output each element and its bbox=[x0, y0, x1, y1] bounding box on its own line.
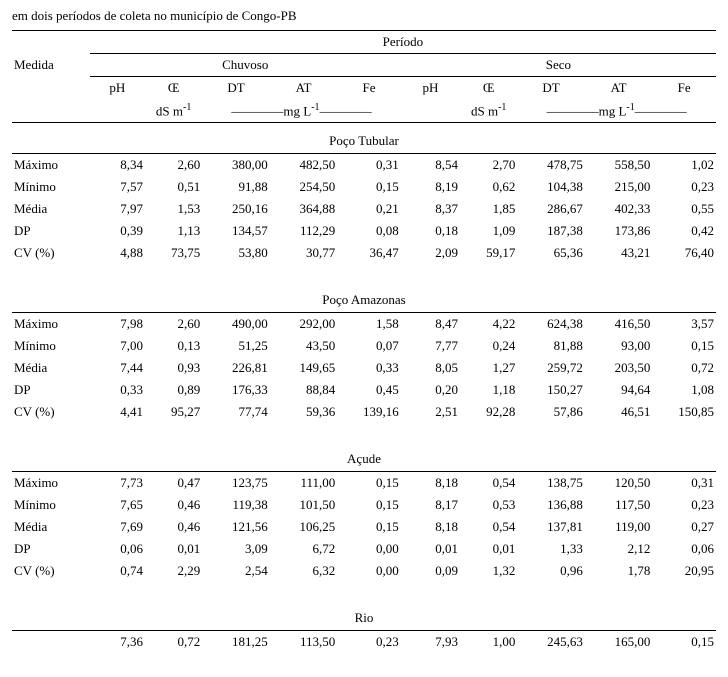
table-row: DP0,060,013,096,720,000,010,011,332,120,… bbox=[12, 538, 716, 560]
section-rio: Rio bbox=[12, 600, 716, 631]
table-row: Máximo7,982,60490,00292,001,588,474,2262… bbox=[12, 313, 716, 336]
unit-mgl: ————mg L-1———— bbox=[202, 99, 400, 123]
table-row: Máximo8,342,60380,00482,500,318,542,7047… bbox=[12, 154, 716, 177]
col-chuvoso: Chuvoso bbox=[90, 54, 401, 77]
col-fe-2: Fe bbox=[652, 77, 716, 100]
col-periodo: Período bbox=[90, 31, 716, 54]
col-seco: Seco bbox=[401, 54, 716, 77]
col-medida: Medida bbox=[12, 31, 90, 100]
section-tubular: Poço Tubular bbox=[12, 123, 716, 154]
table-row: Média7,690,46121,56106,250,158,180,54137… bbox=[12, 516, 716, 538]
unit-dsm: dS m-1 bbox=[145, 99, 202, 123]
col-ph: pH bbox=[90, 77, 145, 100]
table-row: DP0,330,89176,3388,840,450,201,18150,279… bbox=[12, 379, 716, 401]
table-row: CV (%)4,4195,2777,7459,36139,162,5192,28… bbox=[12, 401, 716, 423]
section-acude: Açude bbox=[12, 441, 716, 472]
table-row: Máximo7,730,47123,75111,000,158,180,5413… bbox=[12, 472, 716, 495]
data-table: Medida Período Chuvoso Seco pH Œ DT AT F… bbox=[12, 30, 716, 653]
table-caption: em dois períodos de coleta no município … bbox=[12, 8, 716, 24]
unit-mgl-2: ————mg L-1———— bbox=[517, 99, 716, 123]
table-row: Média7,971,53250,16364,880,218,371,85286… bbox=[12, 198, 716, 220]
table-row: CV (%)0,742,292,546,320,000,091,320,961,… bbox=[12, 560, 716, 582]
table-row: DP0,391,13134,57112,290,080,181,09187,38… bbox=[12, 220, 716, 242]
col-at-2: AT bbox=[585, 77, 653, 100]
col-dt-2: DT bbox=[517, 77, 585, 100]
table-row: Mínimo7,650,46119,38101,500,158,170,5313… bbox=[12, 494, 716, 516]
table-row: CV (%)4,8873,7553,8030,7736,472,0959,176… bbox=[12, 242, 716, 264]
col-at: AT bbox=[270, 77, 338, 100]
col-ce-2: Œ bbox=[460, 77, 517, 100]
table-row: Mínimo7,000,1351,2543,500,077,770,2481,8… bbox=[12, 335, 716, 357]
col-ce: Œ bbox=[145, 77, 202, 100]
unit-dsm-2: dS m-1 bbox=[460, 99, 517, 123]
col-fe: Fe bbox=[337, 77, 400, 100]
table-row: 7,360,72181,25113,500,237,931,00245,6316… bbox=[12, 631, 716, 654]
section-amazonas: Poço Amazonas bbox=[12, 282, 716, 313]
table-row: Mínimo7,570,5191,88254,500,158,190,62104… bbox=[12, 176, 716, 198]
table-row: Média7,440,93226,81149,650,338,051,27259… bbox=[12, 357, 716, 379]
col-dt: DT bbox=[202, 77, 270, 100]
col-ph-2: pH bbox=[401, 77, 460, 100]
